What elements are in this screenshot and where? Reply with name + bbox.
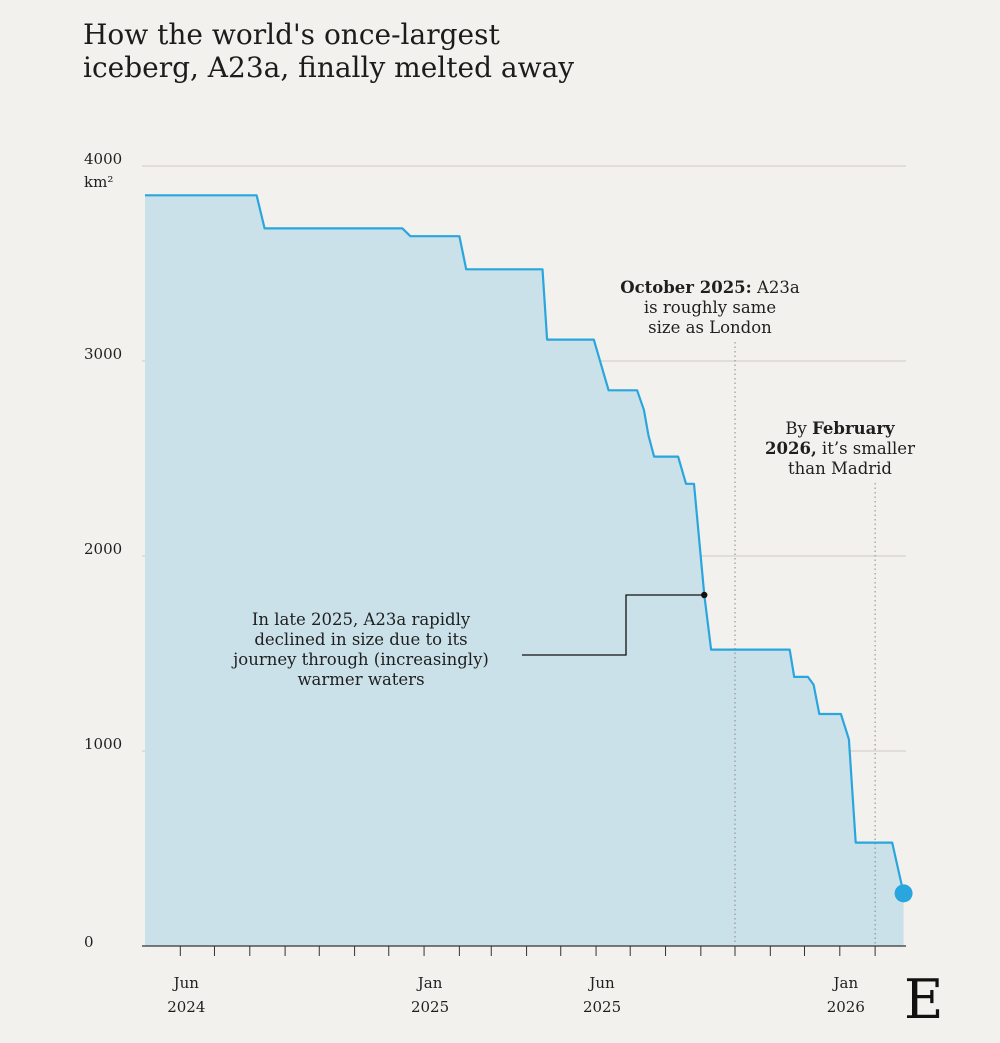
x-tick-label-2-year: 2025 (583, 998, 621, 1016)
y-tick-label-4000: 4000 (84, 150, 122, 168)
annotation-point (701, 591, 708, 599)
annotation-february-line-1: By February (785, 419, 895, 438)
y-unit-label: km² (84, 173, 113, 191)
annotation-february-plain: By (785, 419, 812, 438)
annotation-february-bold-2: 2026, (765, 439, 817, 458)
annotation-leader-line (522, 594, 705, 656)
annotation-october-line-2: is roughly same (644, 298, 776, 317)
y-tick-label-0: 0 (84, 933, 94, 951)
x-tick-label-0-month: Jun (172, 974, 200, 992)
title-line-2: iceberg, A23a, finally melted away (83, 51, 575, 84)
x-tick-label-1-year: 2025 (411, 998, 449, 1016)
annotation-october-rest: A23a (752, 278, 800, 297)
annotation-october-bold: October 2025: (620, 278, 752, 297)
annotation-february-line-3: than Madrid (788, 459, 892, 478)
y-tick-label-3000: 3000 (84, 345, 122, 363)
annotation-late-2025-line-1: In late 2025, A23a rapidly (252, 610, 471, 629)
economist-logo: E (904, 968, 944, 1031)
annotation-february-rest: it’s smaller (817, 439, 915, 458)
x-tick-label-3-year: 2026 (827, 998, 865, 1016)
annotation-late-2025-line-2: declined in size due to its (254, 630, 467, 649)
annotation-february-line-2: 2026, it’s smaller (765, 439, 915, 458)
annotation-late-2025-line-3: journey through (increasingly) (231, 650, 489, 669)
x-tick-label-3-month: Jan (831, 974, 858, 992)
x-tick-label-1-month: Jan (416, 974, 443, 992)
annotation-october-line-3: size as London (648, 318, 772, 337)
y-tick-label-1000: 1000 (84, 735, 122, 753)
end-point-marker (894, 884, 913, 903)
annotation-late-2025-line-4: warmer waters (297, 670, 424, 689)
title-line-1: How the world's once-largest (83, 18, 500, 51)
series-line (145, 194, 905, 894)
x-tick-label-2-month: Jun (587, 974, 615, 992)
chart-title: How the world's once-largest iceberg, A2… (83, 18, 574, 84)
y-tick-label-2000: 2000 (84, 540, 122, 558)
area-fill (145, 195, 904, 947)
x-tick-label-0-year: 2024 (167, 998, 205, 1016)
annotation-october-line-1: October 2025: A23a (620, 278, 800, 297)
annotation-february-bold-1: February (812, 419, 895, 438)
